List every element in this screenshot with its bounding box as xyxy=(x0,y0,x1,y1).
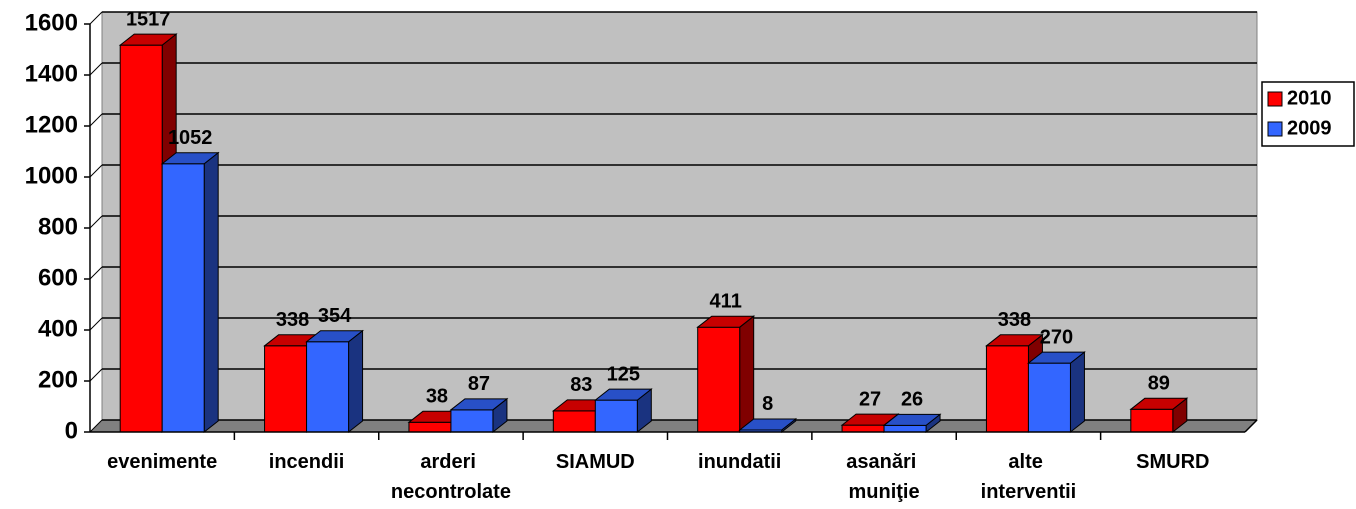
grid-depth xyxy=(89,419,103,433)
value-label: 338 xyxy=(998,309,1031,331)
x-tick-label-line: incendii xyxy=(269,451,345,473)
value-label: 8 xyxy=(762,393,773,415)
bar-top xyxy=(1129,397,1189,410)
x-tick-label-line: asanări xyxy=(846,451,922,473)
grid-depth xyxy=(89,164,103,178)
value-label: 38 xyxy=(426,386,448,408)
y-tick-label: 1600 xyxy=(25,9,78,36)
value-label: 270 xyxy=(1040,326,1073,348)
bar-top xyxy=(593,388,653,401)
grid-depth xyxy=(89,215,103,229)
x-tick-label: alte interventii xyxy=(981,451,1077,503)
bar-side xyxy=(203,151,219,434)
bar xyxy=(594,399,638,433)
x-tick-label: inundatii xyxy=(698,451,781,473)
x-tick-label-line: interventii xyxy=(981,481,1077,503)
y-tick-label: 0 xyxy=(65,417,78,444)
bars xyxy=(118,33,1189,434)
bar xyxy=(306,341,350,433)
bar-top xyxy=(882,413,942,426)
y-tick-label: 1400 xyxy=(25,60,78,87)
y-tick-label: 200 xyxy=(38,366,78,393)
x-tick-label-line: evenimente xyxy=(107,451,217,473)
bar-side xyxy=(739,315,755,434)
bar xyxy=(697,326,741,433)
grid-depth xyxy=(89,11,103,25)
value-label: 83 xyxy=(570,374,592,396)
bar-side xyxy=(348,329,364,434)
value-label: 26 xyxy=(901,389,923,411)
y-tick-label: 600 xyxy=(38,264,78,291)
legend-swatch xyxy=(1267,91,1283,107)
x-tick-label-line: SIAMUD xyxy=(556,451,635,473)
bar xyxy=(161,163,205,433)
x-axis-depth xyxy=(1244,419,1258,433)
grid-depth xyxy=(89,368,103,382)
floor xyxy=(90,420,1257,432)
legend-swatch xyxy=(1267,121,1283,137)
bar-top xyxy=(305,330,365,343)
y-tick-label: 1000 xyxy=(25,162,78,189)
bar xyxy=(1027,362,1071,433)
bar xyxy=(264,345,308,433)
value-label: 87 xyxy=(468,373,490,395)
x-tick-label: SMURD xyxy=(1136,451,1209,473)
y-tick-label: 800 xyxy=(38,213,78,240)
legend-label: 2010 xyxy=(1287,87,1332,109)
value-label: 89 xyxy=(1148,373,1170,395)
x-tick-label-line: inundatii xyxy=(698,451,781,473)
bar xyxy=(841,424,885,433)
bar-top xyxy=(696,315,756,328)
grid xyxy=(89,11,1257,433)
value-label: 338 xyxy=(276,309,309,331)
value-label: 411 xyxy=(710,290,742,312)
value-label: 125 xyxy=(607,363,640,385)
x-tick-label: incendii xyxy=(269,451,345,473)
bar xyxy=(883,424,927,433)
bar xyxy=(408,421,452,433)
y-tick-label: 400 xyxy=(38,315,78,342)
grid-depth xyxy=(89,317,103,331)
x-tick-label: arderi necontrolate xyxy=(391,451,511,503)
bar-side xyxy=(1069,351,1085,434)
bar-top xyxy=(1026,351,1086,364)
value-label: 1517 xyxy=(126,8,171,30)
grid-depth xyxy=(89,113,103,127)
x-tick-label-line: arderi xyxy=(420,451,481,473)
bar-top xyxy=(738,418,798,431)
value-label: 354 xyxy=(318,305,352,327)
grid-depth xyxy=(89,62,103,76)
bar xyxy=(1130,408,1174,433)
x-tick-label-line: alte xyxy=(1008,451,1048,473)
y-tick-label: 1200 xyxy=(25,111,78,138)
bar-top xyxy=(449,398,509,411)
bar-top xyxy=(984,334,1044,347)
bar-top xyxy=(160,152,220,165)
bar xyxy=(119,44,163,433)
grid-depth xyxy=(89,266,103,280)
x-tick-label: SIAMUD xyxy=(556,451,635,473)
x-tick-label: evenimente xyxy=(107,451,217,473)
x-tick-label-line: muniţie xyxy=(849,481,920,503)
bar xyxy=(985,345,1029,433)
x-tick-label: asanări muniţie xyxy=(846,451,922,503)
bar-top xyxy=(118,33,178,46)
x-tick-label-line: necontrolate xyxy=(391,481,511,503)
x-tick-label-line: SMURD xyxy=(1136,451,1209,473)
value-label: 27 xyxy=(859,388,881,410)
bar xyxy=(450,409,494,433)
bar xyxy=(552,410,596,433)
legend-label: 2009 xyxy=(1287,117,1332,139)
value-label: 1052 xyxy=(168,127,213,149)
